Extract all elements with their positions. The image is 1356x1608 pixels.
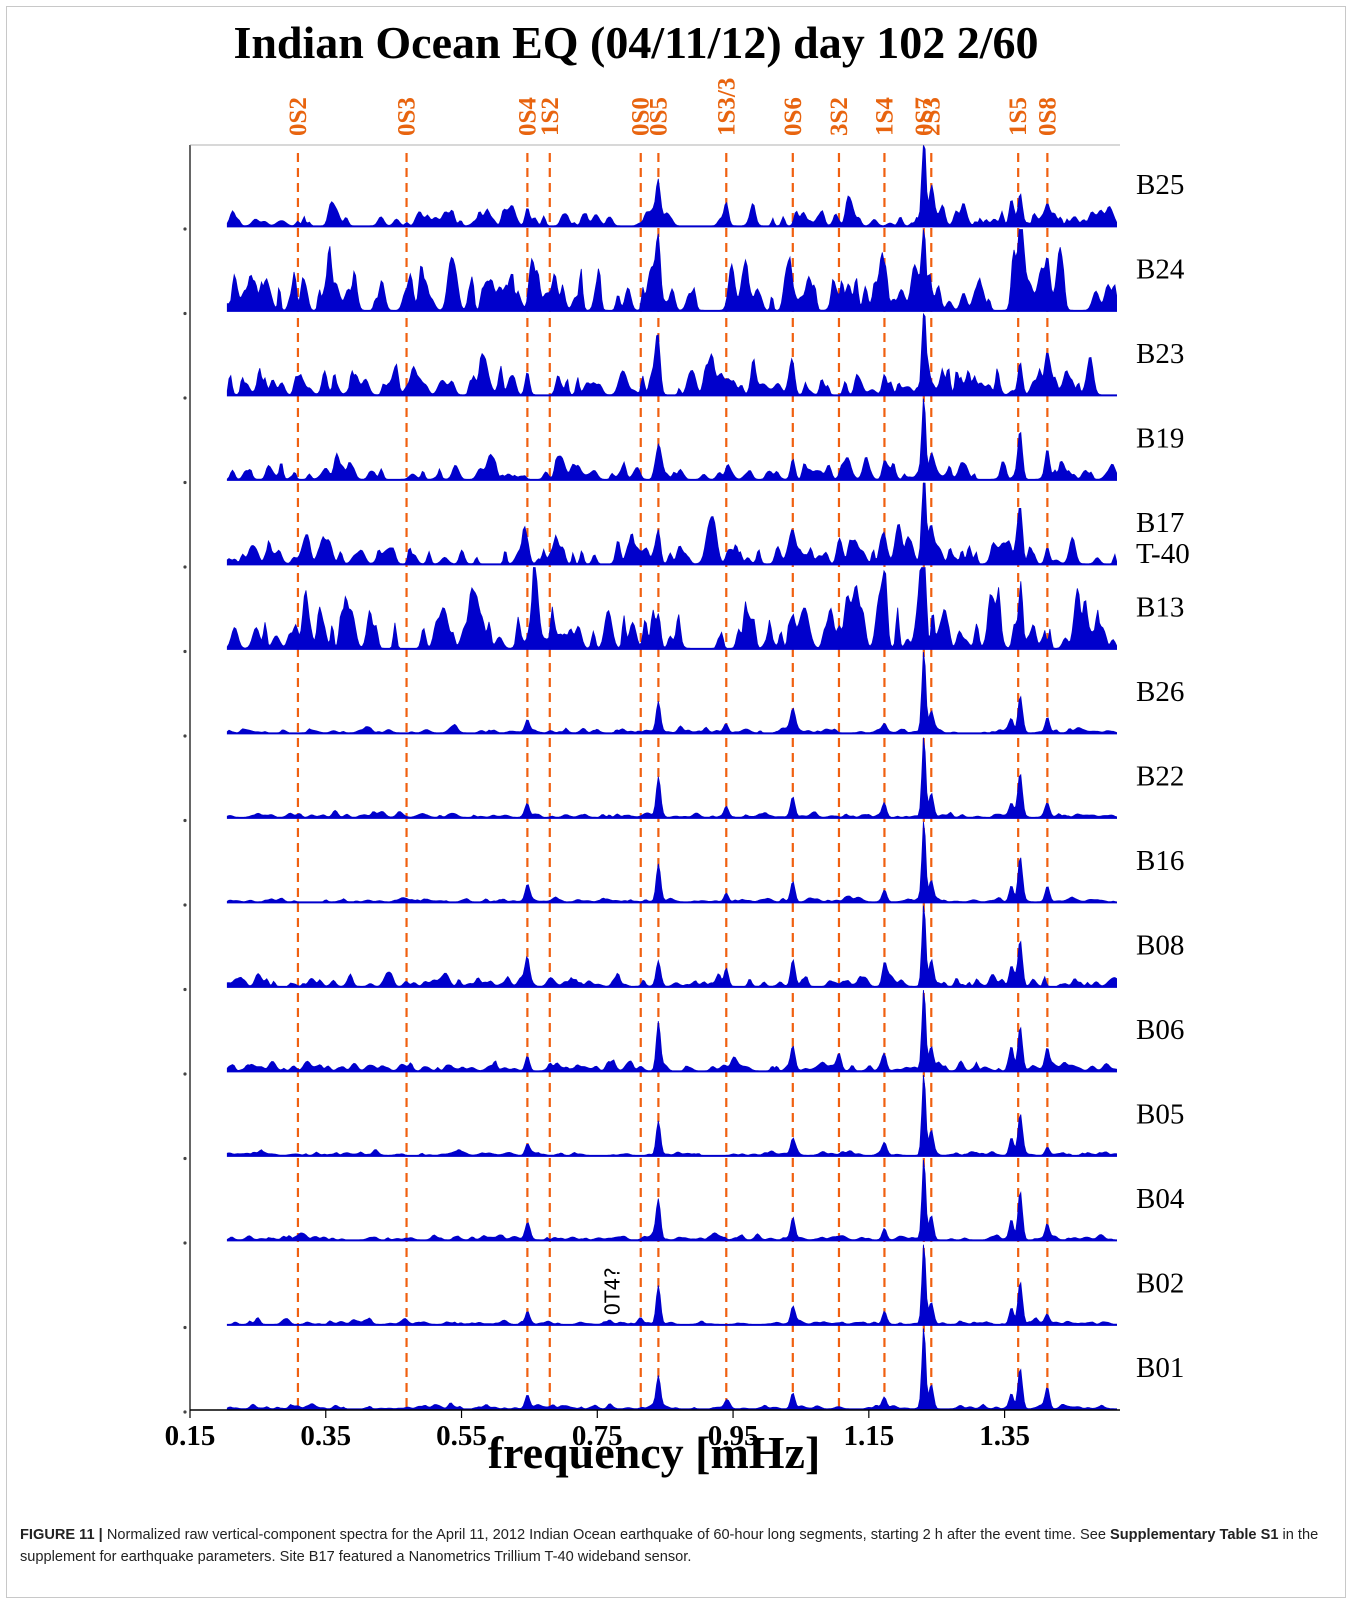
caption-table-reference: Supplementary Table S1 [1110,1527,1279,1543]
trace-marker-b08 [183,987,187,992]
station-label-b22: B22 [1136,761,1184,793]
station-label-b24: B24 [1136,254,1185,286]
trace-marker-b05 [183,1156,187,1161]
trace-marker-b13 [183,649,187,654]
trace-b05 [226,1074,1117,1157]
trace-b04 [226,1159,1117,1242]
trace-b22 [226,737,1117,819]
station-label-b13: B13 [1136,592,1184,624]
x-tick-label-0.95: 0.95 [708,1420,759,1452]
x-tick-label-1.35: 1.35 [979,1420,1030,1452]
mode-label-1s5: 1S5 [1005,97,1032,136]
station-label-b01: B01 [1136,1352,1184,1384]
mode-label-2s3: 2S3 [918,97,945,136]
mode-label-1s3-3: 1S3/3 [713,78,740,136]
station-label-b06: B06 [1136,1014,1184,1046]
spectra-traces [183,144,1117,1414]
trace-b13 [226,567,1117,650]
mode-label-0s7: 0S7 [911,97,938,136]
trace-marker-b19 [183,480,187,485]
trace-marker-b26 [183,734,187,738]
mode-label-0s3: 0S3 [394,97,421,136]
annotation-text: 0T4? [601,1267,625,1315]
trace-b19 [226,398,1117,481]
mode-label-3s2: 3S2 [826,97,853,136]
x-axis-label: frequency [mHz] [488,1427,821,1478]
mode-label-1s2: 1S2 [537,97,564,136]
trace-b24 [226,229,1117,312]
trace-marker-b23 [183,396,187,400]
x-tick-label-0.35: 0.35 [300,1420,351,1452]
trace-b25 [226,144,1117,228]
station-label-b19: B19 [1136,423,1184,455]
trace-marker-b22 [183,818,187,823]
trace-marker-b02 [183,1325,187,1330]
sensor-label-b17: T-40 [1136,538,1190,570]
trace-marker-b25 [183,227,187,231]
caption-lead: FIGURE 11 | [20,1527,103,1543]
mode-label-1s4: 1S4 [871,97,898,136]
chart-title: Indian Ocean EQ (04/11/12) day 102 2/60 [233,17,1038,68]
station-label-b16: B16 [1136,845,1184,877]
trace-b26 [226,651,1117,735]
caption-text-1: Normalized raw vertical-component spectr… [102,1527,1111,1543]
mode-label-0s5: 0S5 [645,97,672,136]
station-label-b08: B08 [1136,930,1184,962]
station-label-b23: B23 [1136,338,1184,370]
trace-marker-b06 [183,1072,187,1076]
trace-marker-b01 [183,1410,187,1414]
caption-text-2: in the supplement for earthquake paramet… [20,1527,1319,1565]
trace-marker-b24 [183,311,187,316]
trace-marker-b04 [183,1241,187,1245]
trace-b01 [226,1328,1117,1411]
trace-b08 [226,905,1117,988]
mode-label-0s4: 0S4 [514,97,541,136]
figure-caption: FIGURE 11 | Normalized raw vertical-comp… [20,1524,1332,1568]
axes [189,144,1120,1411]
annotation-0T4: 0T4? [601,1267,625,1315]
trace-marker-b16 [183,903,187,907]
x-tick-label-0.75: 0.75 [572,1420,623,1452]
figure-frame [6,6,1346,1598]
spectra-chart: Indian Ocean EQ (04/11/12) day 102 2/60 … [165,17,1190,1478]
mode-label-0s0: 0S0 [628,97,655,136]
mode-lines [296,153,1049,1410]
x-tick-label-1.15: 1.15 [843,1420,894,1452]
trace-b06 [226,989,1117,1073]
x-tick-label-0.15: 0.15 [165,1420,216,1452]
station-label-b04: B04 [1136,1183,1185,1215]
mode-label-0s8: 0S8 [1034,97,1061,136]
trace-b16 [226,821,1117,904]
trace-b02 [226,1244,1117,1326]
trace-b17 [226,482,1117,566]
trace-b23 [226,312,1117,397]
station-label-b02: B02 [1136,1268,1184,1300]
trace-marker-b17 [183,565,187,569]
station-label-b05: B05 [1136,1099,1184,1131]
x-tick-label-0.55: 0.55 [436,1420,487,1452]
x-tick-labels: 0.15 0.35 0.55 0.75 0.95 1.15 1.35 [165,1410,1030,1452]
station-label-b17: B17 [1136,507,1184,539]
mode-label-0s2: 0S2 [285,97,312,136]
station-label-b26: B26 [1136,676,1184,708]
station-label-b25: B25 [1136,169,1184,201]
mode-label-0s6: 0S6 [780,97,807,136]
